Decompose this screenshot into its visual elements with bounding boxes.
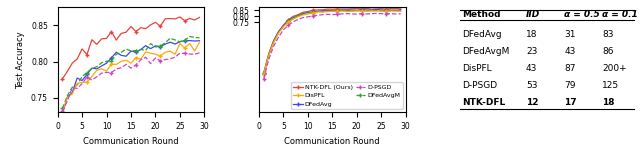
Text: 125: 125 (602, 81, 620, 90)
Text: D-PSGD: D-PSGD (462, 81, 497, 90)
Text: 87: 87 (564, 64, 576, 73)
Text: 53: 53 (526, 81, 538, 90)
Text: 83: 83 (602, 30, 614, 39)
Text: 86: 86 (602, 47, 614, 56)
Text: 18: 18 (602, 98, 615, 107)
Text: NTK-DFL: NTK-DFL (462, 98, 505, 107)
X-axis label: Communication Round: Communication Round (284, 137, 380, 144)
Text: 43: 43 (564, 47, 575, 56)
Text: Method: Method (462, 10, 500, 19)
Y-axis label: Test Accuracy: Test Accuracy (17, 31, 26, 89)
Text: 12: 12 (526, 98, 538, 107)
Text: 43: 43 (526, 64, 538, 73)
Text: α = 0.5: α = 0.5 (564, 10, 600, 19)
Text: α = 0.1: α = 0.1 (602, 10, 638, 19)
Text: 31: 31 (564, 30, 576, 39)
X-axis label: Communication Round: Communication Round (83, 137, 179, 144)
Text: DFedAvgM: DFedAvgM (462, 47, 509, 56)
Text: DisPFL: DisPFL (462, 64, 492, 73)
Legend: NTK-DFL (Ours), DisPFL, DFedAvg, D-PSGD, DFedAvgM: NTK-DFL (Ours), DisPFL, DFedAvg, D-PSGD,… (291, 82, 403, 109)
Text: 17: 17 (564, 98, 577, 107)
Text: 23: 23 (526, 47, 538, 56)
Text: 200+: 200+ (602, 64, 627, 73)
Text: 18: 18 (526, 30, 538, 39)
Text: 79: 79 (564, 81, 576, 90)
Text: IID: IID (526, 10, 540, 19)
Text: DFedAvg: DFedAvg (462, 30, 502, 39)
